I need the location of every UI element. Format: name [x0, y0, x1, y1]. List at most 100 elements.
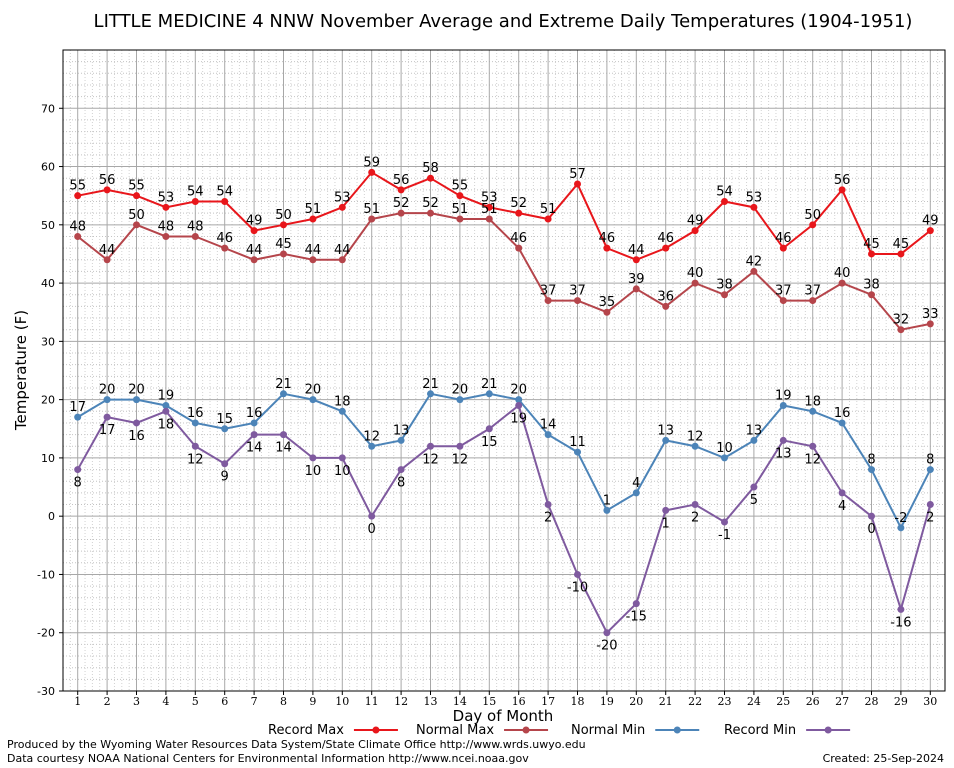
data-point-normal-min: [603, 506, 611, 514]
data-point-normal-min: [368, 442, 376, 450]
data-point-record-max: [750, 203, 758, 211]
data-label-record-max: 53: [481, 190, 498, 205]
data-point-normal-max: [74, 232, 82, 240]
data-label-record-min: 2: [926, 511, 934, 526]
data-point-record-max: [309, 215, 317, 223]
legend-label-normal-max: Normal Max: [416, 723, 494, 738]
data-label-normal-min: 16: [834, 406, 851, 421]
data-label-normal-min: 1: [603, 493, 611, 508]
data-point-record-min: [191, 442, 199, 450]
data-point-record-max: [574, 180, 581, 188]
data-label-record-min: 18: [158, 417, 175, 432]
data-label-normal-min: 17: [69, 400, 86, 415]
x-tick-label: 1: [74, 695, 81, 708]
data-point-normal-min: [191, 419, 199, 427]
data-point-record-min: [427, 442, 434, 450]
data-label-normal-min: 13: [746, 423, 763, 438]
x-tick-label: 13: [424, 695, 438, 708]
data-point-record-max: [427, 174, 434, 182]
data-label-record-max: 56: [834, 173, 851, 188]
legend-item-record-min: Record Min: [724, 723, 851, 738]
data-label-normal-min: 16: [246, 406, 263, 421]
data-point-normal-min: [779, 401, 787, 409]
legend-label-normal-min: Normal Min: [571, 723, 645, 738]
data-point-record-min: [750, 483, 758, 491]
y-tick-label: -30: [37, 685, 55, 698]
y-tick-label: 70: [41, 102, 55, 115]
y-tick-label: 60: [41, 161, 55, 174]
data-point-normal-max: [338, 256, 346, 264]
data-point-record-min: [779, 436, 787, 444]
data-label-record-max: 56: [393, 173, 410, 188]
data-label-normal-max: 50: [128, 208, 145, 223]
data-point-normal-min: [662, 436, 670, 444]
data-point-normal-max: [691, 279, 699, 287]
data-label-record-max: 54: [216, 185, 233, 200]
data-point-record-min: [338, 454, 346, 462]
data-point-normal-max: [544, 297, 552, 305]
data-label-normal-max: 32: [893, 313, 910, 328]
data-point-normal-min: [574, 448, 581, 456]
x-tick-label: 3: [133, 695, 140, 708]
data-point-record-max: [162, 203, 170, 211]
data-label-record-max: 51: [305, 202, 322, 217]
data-point-normal-max: [133, 221, 140, 229]
data-label-normal-max: 38: [716, 278, 733, 293]
data-label-record-min: 12: [187, 452, 204, 467]
data-point-normal-max: [603, 308, 611, 316]
data-label-normal-max: 51: [363, 202, 380, 217]
data-label-normal-max: 37: [775, 284, 792, 299]
data-label-record-min: 5: [750, 493, 758, 508]
x-tick-label: 18: [571, 695, 585, 708]
y-tick-label: -20: [37, 627, 55, 640]
data-point-record-max: [632, 256, 640, 264]
data-label-normal-min: 8: [926, 453, 934, 468]
data-point-normal-max: [162, 232, 170, 240]
data-label-record-min: 13: [775, 446, 792, 461]
data-label-record-max: 45: [863, 237, 880, 252]
plot-frame: [62, 49, 946, 692]
data-point-normal-min: [809, 407, 817, 415]
data-label-record-min: -1: [718, 528, 731, 543]
data-label-record-max: 46: [775, 231, 792, 246]
data-point-record-min: [74, 466, 82, 474]
data-point-record-min: [544, 501, 552, 509]
data-label-normal-min: 19: [158, 388, 175, 403]
data-point-record-min: [926, 501, 934, 509]
data-label-normal-max: 35: [599, 295, 616, 310]
data-point-normal-min: [221, 425, 229, 433]
series-line-normal-min: [77, 392, 932, 531]
data-point-record-min: [721, 518, 728, 526]
series-line-normal-max: [77, 212, 931, 331]
data-point-record-min: [309, 454, 317, 462]
data-point-normal-max: [868, 291, 875, 299]
data-label-normal-min: 20: [452, 383, 469, 398]
x-tick-label: 2: [104, 695, 111, 708]
data-label-record-min: 14: [246, 441, 263, 456]
data-label-record-min: 1: [662, 516, 670, 531]
data-point-normal-min: [133, 396, 140, 404]
data-label-normal-min: 21: [481, 377, 498, 392]
data-point-normal-min: [544, 431, 552, 439]
data-label-normal-min: 18: [334, 394, 351, 409]
data-label-record-max: 53: [158, 190, 175, 205]
x-tick-label: 25: [776, 695, 790, 708]
data-point-normal-max: [721, 291, 728, 299]
footer-produced-by: Produced by the Wyoming Water Resources …: [7, 738, 586, 751]
data-point-record-max: [868, 250, 875, 258]
x-tick-label: 16: [512, 695, 526, 708]
data-label-normal-max: 46: [216, 231, 233, 246]
data-label-record-min: 17: [99, 423, 116, 438]
data-label-normal-max: 40: [834, 266, 851, 281]
data-point-normal-min: [456, 396, 464, 404]
data-label-normal-max: 37: [540, 284, 557, 299]
data-label-record-min: 19: [510, 411, 527, 426]
data-label-normal-max: 37: [804, 284, 821, 299]
data-point-normal-max: [427, 209, 434, 217]
data-label-record-max: 44: [628, 243, 645, 258]
data-point-normal-max: [309, 256, 317, 264]
data-point-normal-max: [103, 256, 111, 264]
data-point-normal-max: [750, 267, 758, 275]
data-label-record-min: 8: [74, 476, 82, 491]
